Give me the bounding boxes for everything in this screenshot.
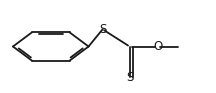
Text: O: O bbox=[153, 40, 162, 53]
Text: S: S bbox=[126, 71, 133, 84]
Text: S: S bbox=[99, 23, 106, 36]
